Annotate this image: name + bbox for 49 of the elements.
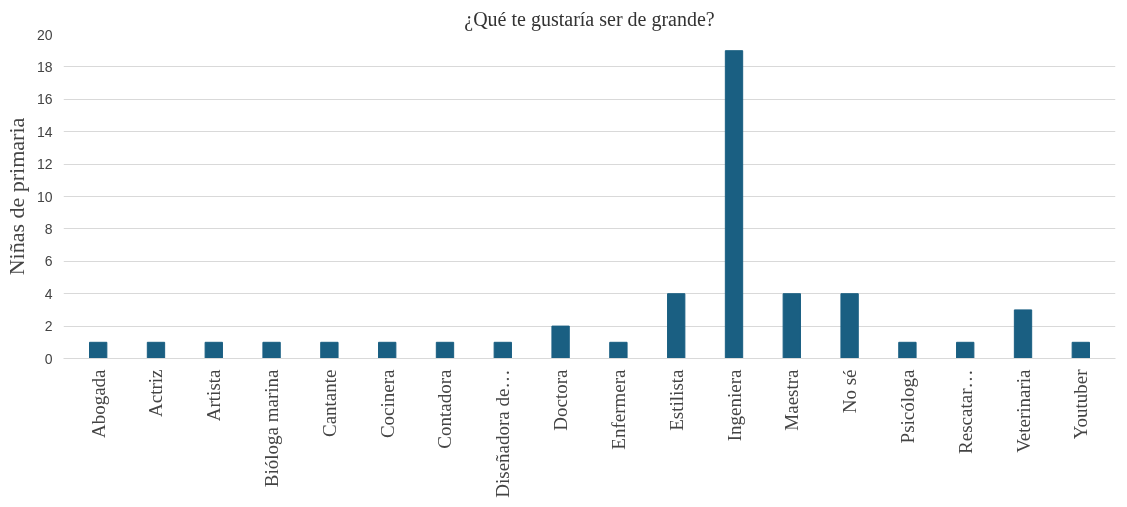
y-tick-label: 6 bbox=[44, 253, 53, 270]
bar bbox=[898, 341, 917, 359]
y-tick-label: 16 bbox=[36, 91, 53, 108]
bar bbox=[724, 50, 744, 359]
bar bbox=[551, 325, 570, 359]
y-axis-title: Niñas de primaria bbox=[3, 117, 29, 276]
bar bbox=[1071, 341, 1090, 359]
x-tick-label: Abogada bbox=[87, 368, 109, 439]
x-tick-label: Actriz bbox=[145, 369, 167, 417]
y-tick-label: 4 bbox=[44, 285, 53, 302]
x-tick-label: Maestra bbox=[781, 368, 803, 431]
y-tick-label: 2 bbox=[44, 318, 53, 335]
x-tick-label: Rescatar… bbox=[954, 369, 976, 454]
bar bbox=[204, 341, 223, 359]
bar bbox=[667, 293, 686, 359]
x-tick-label: Diseñadora de… bbox=[492, 369, 514, 498]
bar bbox=[146, 341, 166, 359]
x-tick-label: Bióloga marina bbox=[261, 368, 283, 488]
y-tick-label: 18 bbox=[36, 58, 53, 75]
bar bbox=[89, 341, 108, 359]
x-tick-label: Psicóloga bbox=[896, 368, 918, 444]
x-tick-label: Cantante bbox=[318, 369, 340, 438]
chart-title: ¿Qué te gustaría ser de grande? bbox=[464, 7, 715, 31]
bar bbox=[435, 341, 455, 359]
bar bbox=[609, 341, 628, 359]
x-tick-label: Cocinera bbox=[376, 368, 398, 439]
bar bbox=[956, 341, 975, 359]
y-tick-label: 14 bbox=[36, 123, 53, 140]
x-tick-label: Enfermera bbox=[607, 368, 629, 450]
x-tick-label: Artista bbox=[203, 368, 225, 422]
y-tick-label: 12 bbox=[36, 156, 53, 173]
y-tick-label: 20 bbox=[36, 26, 53, 43]
bar bbox=[493, 341, 512, 359]
x-tick-label: Doctora bbox=[550, 368, 572, 431]
y-tick-label: 10 bbox=[36, 188, 53, 205]
x-tick-label: Youtuber bbox=[1070, 368, 1092, 440]
x-tick-label: Veterinaria bbox=[1012, 368, 1034, 453]
bar bbox=[378, 341, 397, 359]
y-tick-label: 8 bbox=[44, 220, 53, 237]
y-tick-label: 0 bbox=[44, 350, 53, 367]
x-tick-label: No sé bbox=[839, 369, 861, 414]
bar bbox=[320, 341, 339, 359]
bar bbox=[782, 293, 801, 359]
bar bbox=[840, 293, 859, 359]
x-tick-label: Contadora bbox=[434, 368, 456, 449]
bar bbox=[262, 341, 281, 359]
x-tick-label: Estilista bbox=[665, 368, 687, 431]
x-tick-label: Ingeniera bbox=[723, 368, 745, 442]
bar bbox=[1013, 309, 1033, 359]
